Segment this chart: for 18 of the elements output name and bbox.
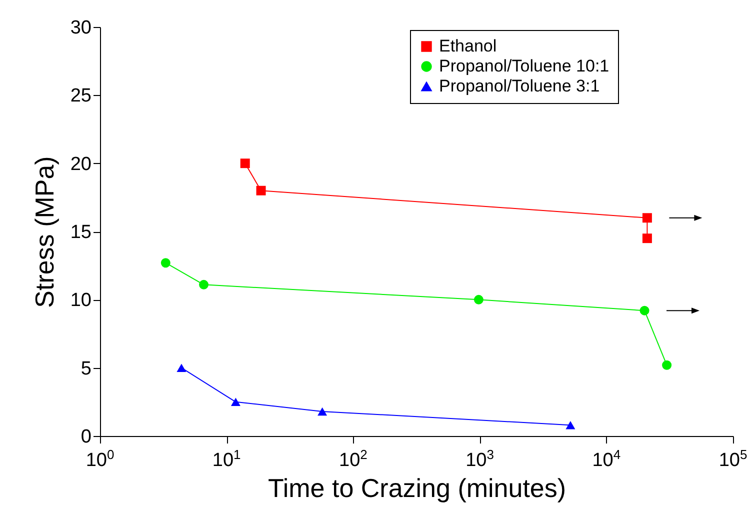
y-axis-title: Stress (MPa) bbox=[29, 156, 60, 308]
y-tick-label: 5 bbox=[80, 358, 92, 380]
x-tick-label: 10$^{5}$ bbox=[718, 446, 748, 471]
legend-label: Ethanol bbox=[439, 36, 497, 56]
y-tick-label: 20 bbox=[70, 154, 92, 175]
x-tick-label: 10$^{4}$ bbox=[592, 446, 621, 471]
y-tick-label: 10 bbox=[70, 290, 92, 312]
x-tick-label: 10$^{3}$ bbox=[466, 446, 494, 471]
y-tick-label: 15 bbox=[70, 222, 92, 243]
x-tick-label: 10$^{0}$ bbox=[86, 446, 114, 471]
y-tick-label: 30 bbox=[70, 18, 92, 38]
x-tick-label: 10$^{1}$ bbox=[212, 446, 241, 471]
y-tick-label: 0 bbox=[80, 426, 92, 448]
legend-label: Propanol/Toluene 10:1 bbox=[439, 56, 610, 76]
x-tick-label: 10$^{2}$ bbox=[339, 446, 368, 471]
x-axis-title: Time to Crazing (minutes) bbox=[268, 473, 566, 503]
y-tick-label: 25 bbox=[70, 86, 92, 107]
legend-label: Propanol/Toluene 3:1 bbox=[439, 76, 600, 96]
